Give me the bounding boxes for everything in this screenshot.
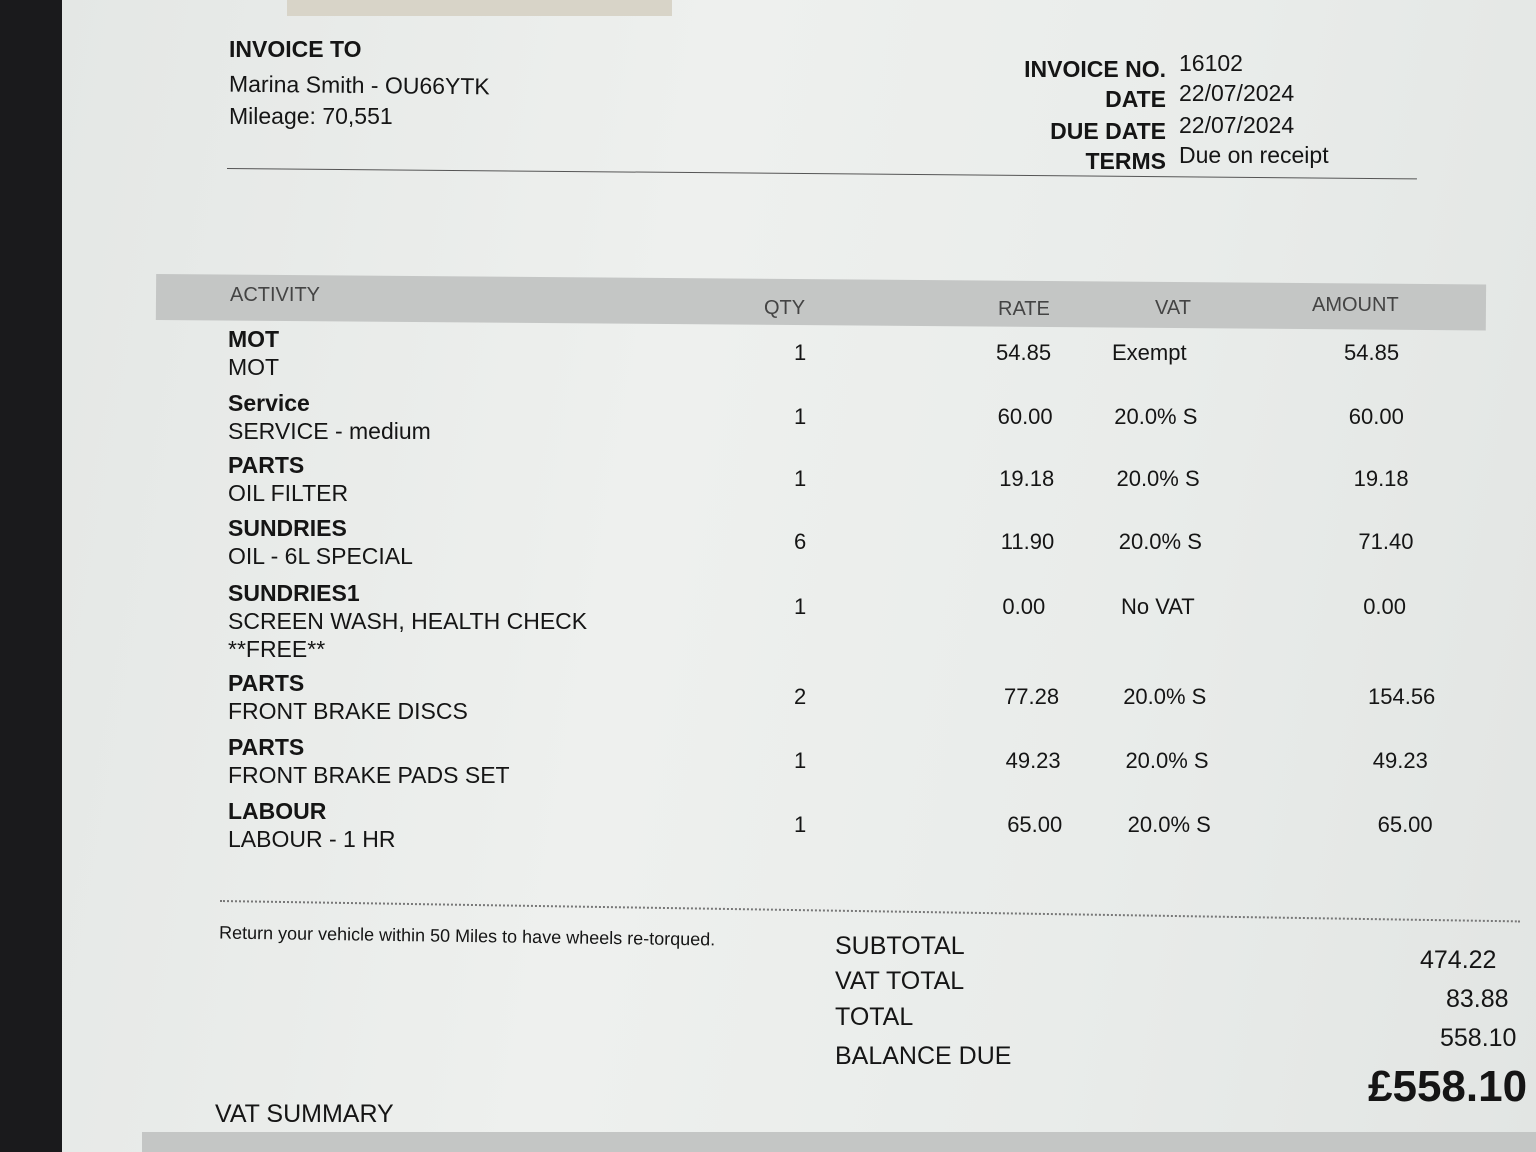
- table-row: PARTS FRONT BRAKE PADS SET 1 49.23 20.0% S 49…: [62, 734, 1536, 794]
- activity-extra: **FREE**: [228, 636, 326, 662]
- balance-due-value: £558.10: [1368, 1062, 1528, 1111]
- amount: 154.56: [1368, 684, 1436, 709]
- totals-divider: [219, 900, 1520, 923]
- terms-label: TERMS: [1085, 148, 1167, 174]
- col-activity: ACTIVITY: [230, 284, 321, 306]
- rate: 77.28: [1004, 684, 1060, 709]
- qty: 1: [794, 812, 807, 837]
- table-row: PARTS FRONT BRAKE DISCS 2 77.28 20.0% S 154.5…: [62, 670, 1536, 730]
- amount: 65.00: [1377, 812, 1433, 837]
- qty: 1: [794, 340, 807, 365]
- qty: 1: [794, 594, 807, 619]
- mileage: Mileage: 70,551: [229, 103, 393, 130]
- table-row: PARTS OIL FILTER 1 19.18 20.0% S 19.18: [62, 452, 1536, 512]
- rate: 11.90: [1000, 529, 1055, 554]
- balance-due-label: BALANCE DUE: [835, 1042, 1012, 1070]
- activity-description: FRONT BRAKE PADS SET: [228, 762, 510, 788]
- col-qty: QTY: [764, 297, 806, 319]
- invoice-paper: INVOICE TO Marina Smith - OU66YTK Mileag…: [62, 0, 1536, 1152]
- vat-total-label: VAT TOTAL: [835, 967, 965, 995]
- col-vat: VAT: [1155, 297, 1191, 319]
- amount: 19.18: [1353, 466, 1409, 491]
- table-header: [155, 274, 1487, 331]
- col-rate: RATE: [998, 298, 1050, 320]
- activity-name: SUNDRIES1: [228, 580, 360, 606]
- activity-name: PARTS: [228, 452, 305, 478]
- vat-rate: 20.0% S: [1116, 466, 1200, 491]
- qty: 1: [794, 748, 807, 773]
- mileage-label: Mileage:: [229, 103, 316, 129]
- col-amount: AMOUNT: [1312, 294, 1399, 316]
- activity-name: LABOUR: [228, 798, 327, 824]
- table-row: SUNDRIES1 SCREEN WASH, HEALTH CHECK **FREE…: [62, 580, 1536, 662]
- header-divider: [226, 168, 1417, 180]
- vat-rate: 20.0% S: [1118, 529, 1202, 554]
- table-row: MOT MOT 1 54.85 Exempt 54.85: [62, 326, 1536, 386]
- customer-name: Marina Smith - OU66YTK: [228, 70, 490, 100]
- rate: 54.85: [996, 340, 1052, 365]
- retorque-note: Return your vehicle within 50 Miles to h…: [218, 922, 716, 950]
- vat-rate: Exempt: [1112, 340, 1187, 365]
- total-label: TOTAL: [835, 1003, 914, 1031]
- vat-rate: 20.0% S: [1114, 404, 1198, 429]
- date-value: 22/07/2024: [1179, 80, 1295, 106]
- table-row: SUNDRIES OIL - 6L SPECIAL 6 11.90 20.0% S 71.…: [62, 515, 1536, 575]
- activity-name: SUNDRIES: [228, 515, 347, 541]
- rate: 19.18: [999, 466, 1055, 491]
- vat-summary-heading: VAT SUMMARY: [215, 1100, 394, 1128]
- invoice-no-value: 16102: [1179, 50, 1243, 76]
- activity-description: OIL FILTER: [228, 480, 349, 506]
- activity-description: SCREEN WASH, HEALTH CHECK: [228, 608, 588, 634]
- qty: 2: [794, 684, 807, 709]
- date-label: DATE: [1105, 86, 1166, 112]
- mileage-value: 70,551: [322, 103, 393, 129]
- vat-rate: 20.0% S: [1123, 684, 1207, 709]
- rate: 60.00: [997, 404, 1053, 429]
- subtotal-label: SUBTOTAL: [835, 932, 965, 960]
- activity-name: PARTS: [228, 670, 305, 696]
- vat-summary-header: [142, 1132, 1536, 1152]
- amount: 60.00: [1348, 404, 1404, 429]
- terms-value: Due on receipt: [1179, 142, 1329, 168]
- amount: 71.40: [1358, 529, 1414, 554]
- due-date-value: 22/07/2024: [1179, 112, 1295, 138]
- activity-name: MOT: [228, 326, 280, 352]
- activity-description: LABOUR - 1 HR: [228, 826, 396, 852]
- qty: 1: [794, 466, 807, 491]
- activity-description: OIL - 6L SPECIAL: [228, 543, 413, 569]
- activity-description: FRONT BRAKE DISCS: [228, 698, 468, 724]
- amount: 0.00: [1363, 594, 1407, 619]
- vat-total-value: 83.88: [1446, 985, 1509, 1013]
- rate: 0.00: [1002, 594, 1046, 619]
- paper-tab: [287, 0, 672, 16]
- vat-rate: No VAT: [1120, 594, 1195, 619]
- amount: 49.23: [1372, 748, 1428, 773]
- rate: 65.00: [1007, 812, 1063, 837]
- invoice-to-label: INVOICE TO: [229, 36, 362, 62]
- table-row: Service SERVICE - medium 1 60.00 20.0% S 60.0…: [62, 390, 1536, 450]
- invoice-no-label: INVOICE NO.: [1024, 56, 1166, 82]
- activity-name: Service: [228, 390, 310, 416]
- qty: 1: [794, 404, 807, 429]
- total-value: 558.10: [1440, 1024, 1517, 1052]
- rate: 49.23: [1005, 748, 1061, 773]
- activity-description: SERVICE - medium: [228, 418, 431, 444]
- table-row: LABOUR LABOUR - 1 HR 1 65.00 20.0% S 65.00: [62, 798, 1536, 858]
- qty: 6: [794, 529, 807, 554]
- vat-rate: 20.0% S: [1125, 748, 1209, 773]
- activity-name: PARTS: [228, 734, 305, 760]
- subtotal-value: 474.22: [1420, 946, 1497, 974]
- due-date-label: DUE DATE: [1050, 118, 1166, 144]
- amount: 54.85: [1344, 340, 1400, 365]
- activity-description: MOT: [228, 354, 280, 380]
- vat-rate: 20.0% S: [1127, 812, 1211, 837]
